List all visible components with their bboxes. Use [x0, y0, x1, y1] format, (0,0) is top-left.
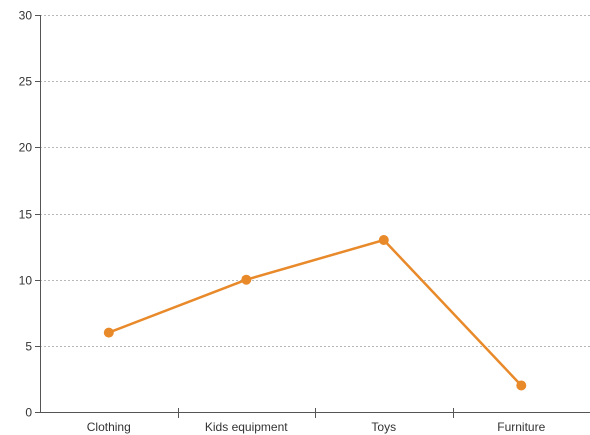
y-tick-label-15: 15: [19, 208, 33, 222]
y-tick-label-20: 20: [19, 141, 33, 155]
gridlines: [40, 15, 590, 347]
tick-labels: 0 5 10 15 20 25 30 Clothing Kids equipment Toys Fu…: [19, 9, 546, 435]
y-tick-label-0: 0: [25, 406, 32, 420]
series-layer: [103, 235, 527, 391]
series-line-0: [108, 238, 523, 387]
data-point-kids-equipment: [241, 274, 252, 285]
x-tick-label-clothing: Clothing: [87, 420, 131, 434]
data-point-toys: [378, 235, 389, 245]
x-tick-label-furniture: Furniture: [497, 420, 545, 434]
y-tick-label-30: 30: [19, 9, 33, 23]
data-point-furniture: [516, 380, 527, 391]
x-tick-label-kids-equipment: Kids equipment: [205, 420, 288, 434]
y-tick-label-25: 25: [19, 75, 33, 89]
x-tick-label-toys: Toys: [371, 420, 396, 434]
y-tick-label-10: 10: [19, 274, 33, 288]
data-point-clothing: [103, 327, 114, 338]
y-tick-label-5: 5: [25, 340, 32, 354]
axes: [35, 15, 590, 418]
